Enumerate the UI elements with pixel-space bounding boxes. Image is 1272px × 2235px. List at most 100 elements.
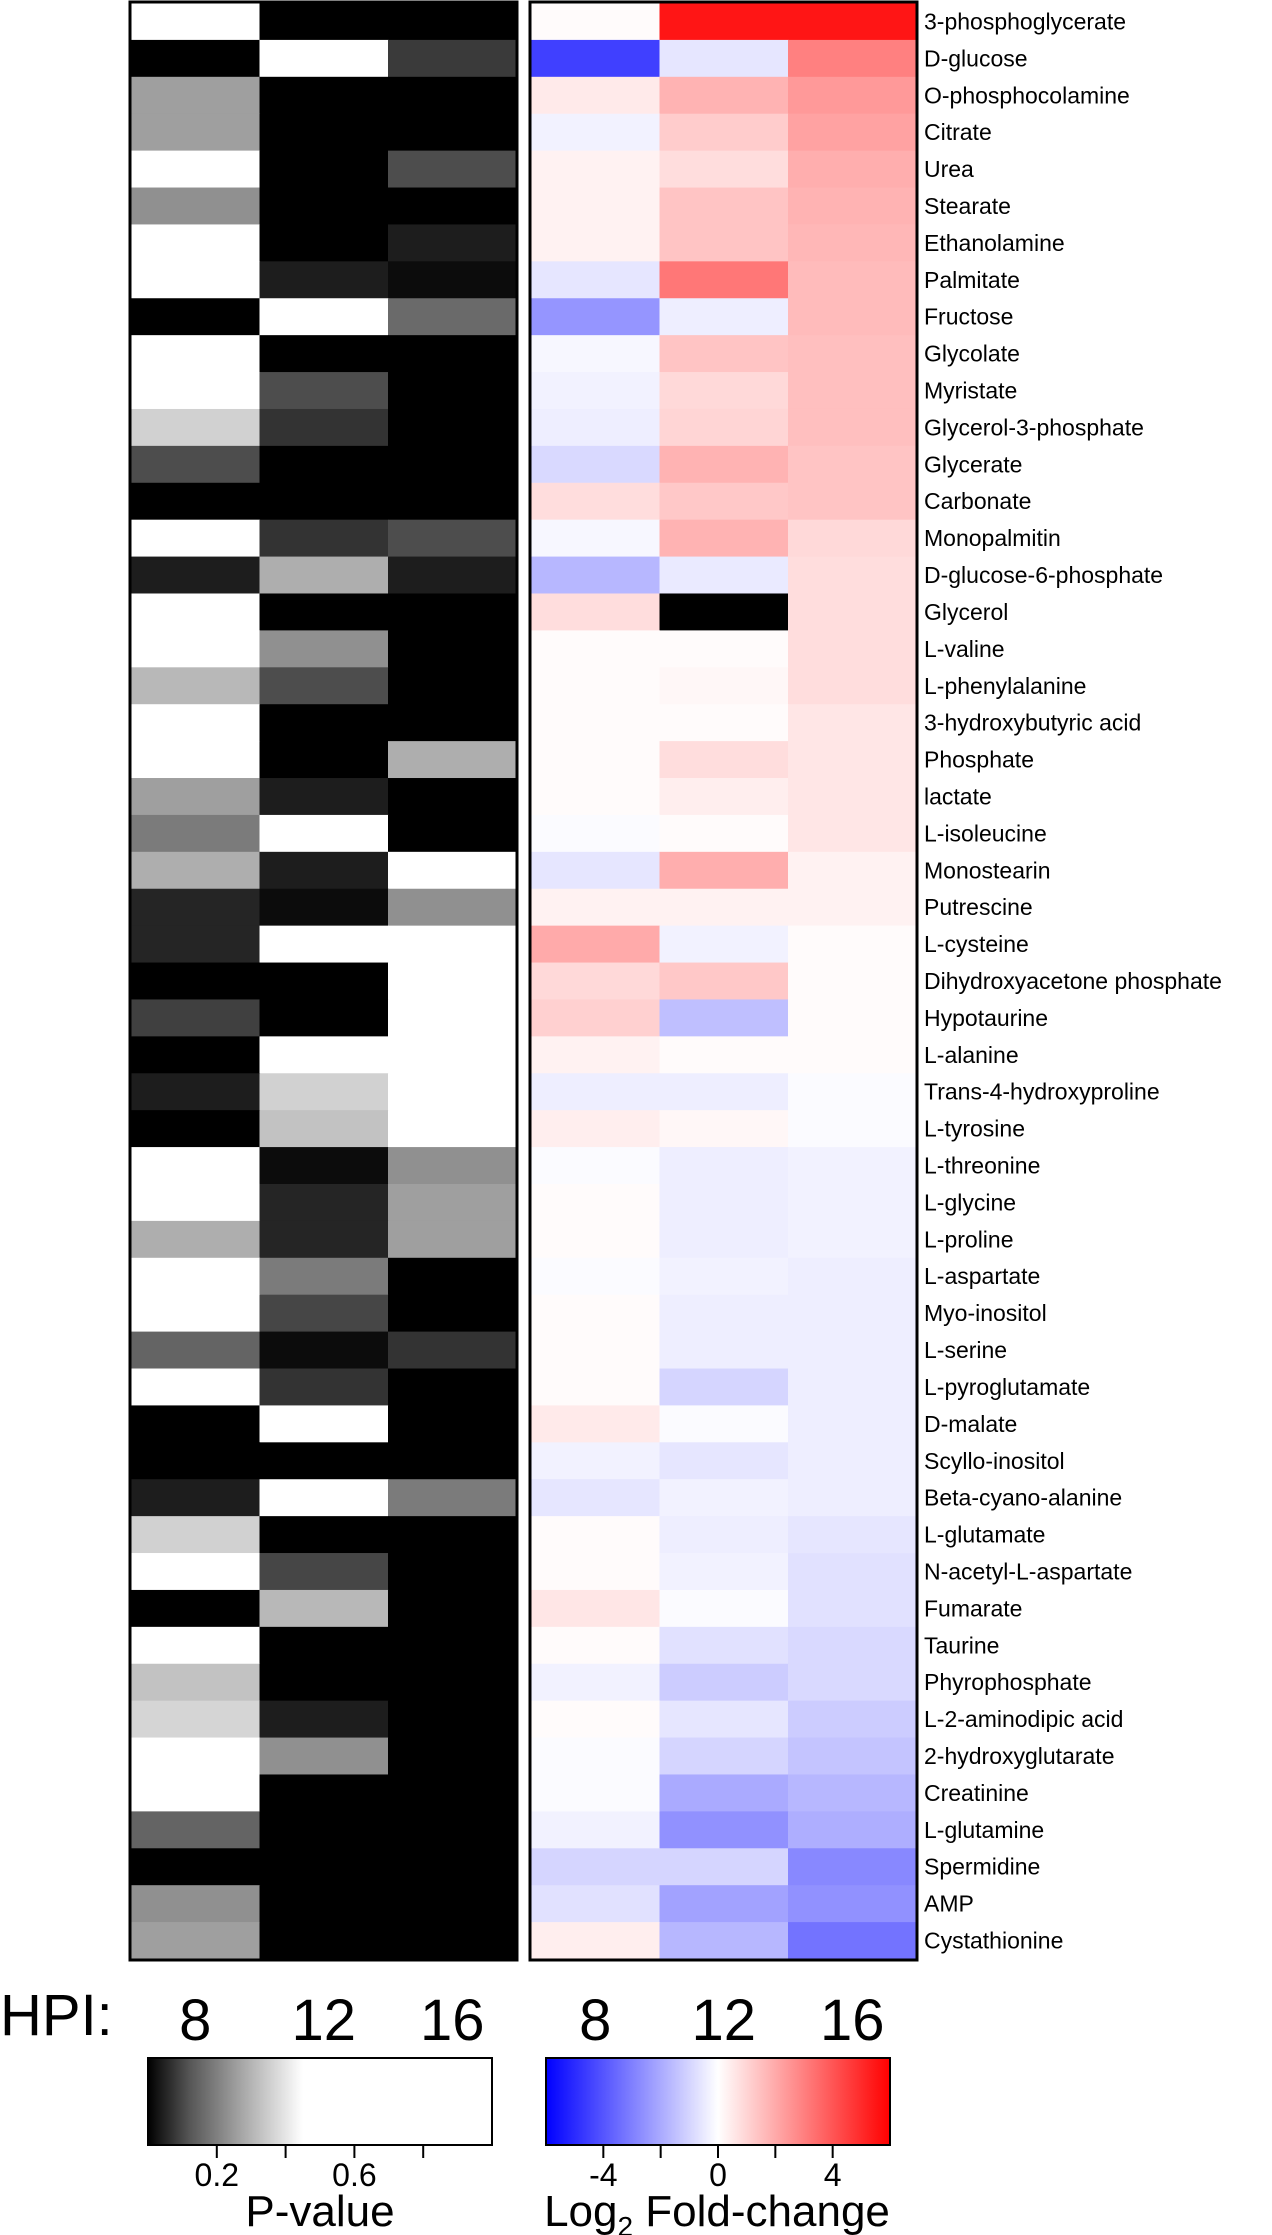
foldchange-cell [659, 482, 789, 521]
foldchange-cell [531, 1553, 661, 1591]
row-label: Scyllo-inositol [924, 1448, 1065, 1474]
foldchange-cell [788, 482, 918, 521]
pvalue-cell [259, 39, 389, 78]
pvalue-cell [388, 335, 518, 373]
foldchange-cell [788, 1110, 918, 1148]
foldchange-cell [788, 408, 918, 447]
row-label: L-threonine [924, 1153, 1040, 1179]
foldchange-cell [659, 999, 789, 1037]
foldchange-cell [531, 1811, 661, 1849]
foldchange-cell [531, 1110, 661, 1148]
foldchange-cell [531, 556, 661, 595]
pvalue-cell [131, 408, 261, 447]
pvalue-legend-title: P-value [245, 2187, 394, 2235]
pvalue-cell [259, 593, 389, 631]
foldchange-cell [659, 1257, 789, 1296]
pvalue-cell [259, 1405, 389, 1443]
pvalue-colorbar [147, 2057, 493, 2146]
pvalue-cell [131, 1626, 261, 1665]
pvalue-cell [259, 1737, 389, 1776]
pvalue-cell [259, 335, 389, 373]
pvalue-cell [131, 372, 261, 410]
foldchange-cell [531, 704, 661, 742]
foldchange-cell [659, 1553, 789, 1591]
foldchange-cell [531, 482, 661, 521]
foldchange-cell [788, 1183, 918, 1222]
foldchange-cell [659, 224, 789, 262]
pvalue-cell [131, 261, 261, 299]
pvalue-cell [388, 1368, 518, 1407]
pvalue-heatmap-cells [131, 3, 518, 1960]
pvalue-cell [259, 1663, 389, 1702]
foldchange-cell [659, 630, 789, 668]
pvalue-cell [388, 113, 518, 152]
row-label: Beta-cyano-alanine [924, 1485, 1122, 1511]
pvalue-cell [259, 76, 389, 115]
foldchange-cell [788, 150, 918, 189]
foldchange-cell [659, 39, 789, 78]
foldchange-cell [788, 1848, 918, 1886]
column-label: 16 [820, 1988, 885, 2053]
row-label: L-glutamine [924, 1817, 1044, 1843]
pvalue-cell [388, 298, 518, 336]
pvalue-cell [388, 1183, 518, 1222]
row-label: L-isoleucine [924, 820, 1047, 846]
foldchange-cell [788, 1774, 918, 1812]
foldchange-cell [531, 1368, 661, 1407]
pvalue-cell [388, 150, 518, 189]
pvalue-cell [388, 224, 518, 262]
foldchange-cell [788, 1220, 918, 1259]
pvalue-cell [388, 408, 518, 447]
pvalue-cell [259, 298, 389, 336]
row-label: L-proline [924, 1226, 1014, 1252]
row-label: Citrate [924, 119, 992, 145]
pvalue-cell [388, 1811, 518, 1849]
pvalue-cell [388, 372, 518, 410]
foldchange-cell [531, 113, 661, 152]
pvalue-cell [259, 741, 389, 779]
pvalue-cell [259, 1110, 389, 1148]
pvalue-cell [131, 1774, 261, 1812]
pvalue-cell [131, 1073, 261, 1111]
row-label: Monopalmitin [924, 525, 1061, 551]
pvalue-cell [131, 556, 261, 595]
foldchange-cell [659, 1147, 789, 1185]
foldchange-cell [531, 224, 661, 262]
column-label: 8 [579, 1988, 611, 2053]
foldchange-cell [659, 187, 789, 226]
foldchange-cell [659, 1479, 789, 1517]
foldchange-cell [659, 1885, 789, 1923]
foldchange-cell [788, 630, 918, 668]
pvalue-cell [131, 1516, 261, 1554]
foldchange-cell [659, 925, 789, 964]
pvalue-cell [259, 187, 389, 226]
foldchange-cell [788, 298, 918, 336]
foldchange-cell [659, 150, 789, 189]
foldchange-cell [788, 741, 918, 779]
pvalue-cell [259, 962, 389, 1001]
pvalue-cell [259, 630, 389, 668]
colorbar-tick-label: 0 [709, 2157, 727, 2193]
foldchange-cell [531, 1663, 661, 1702]
foldchange-cell [531, 741, 661, 779]
foldchange-cell [788, 76, 918, 115]
pvalue-cell [131, 1700, 261, 1739]
foldchange-cell [659, 667, 789, 705]
foldchange-cell [659, 261, 789, 299]
foldchange-cell [788, 1479, 918, 1517]
pvalue-cell [388, 1294, 518, 1333]
pvalue-cell [388, 704, 518, 742]
pvalue-cell [388, 1774, 518, 1812]
foldchange-cell [788, 1147, 918, 1185]
row-label: D-glucose [924, 45, 1028, 71]
row-label: Glycerol [924, 599, 1008, 625]
pvalue-cell [388, 1073, 518, 1111]
row-label: L-glycine [924, 1189, 1016, 1215]
pvalue-cell [131, 1663, 261, 1702]
foldchange-cell [788, 445, 918, 484]
foldchange-cell [788, 704, 918, 742]
foldchange-cell [659, 298, 789, 336]
pvalue-cell [388, 1885, 518, 1923]
pvalue-cell [259, 1774, 389, 1812]
row-label: L-cysteine [924, 931, 1029, 957]
